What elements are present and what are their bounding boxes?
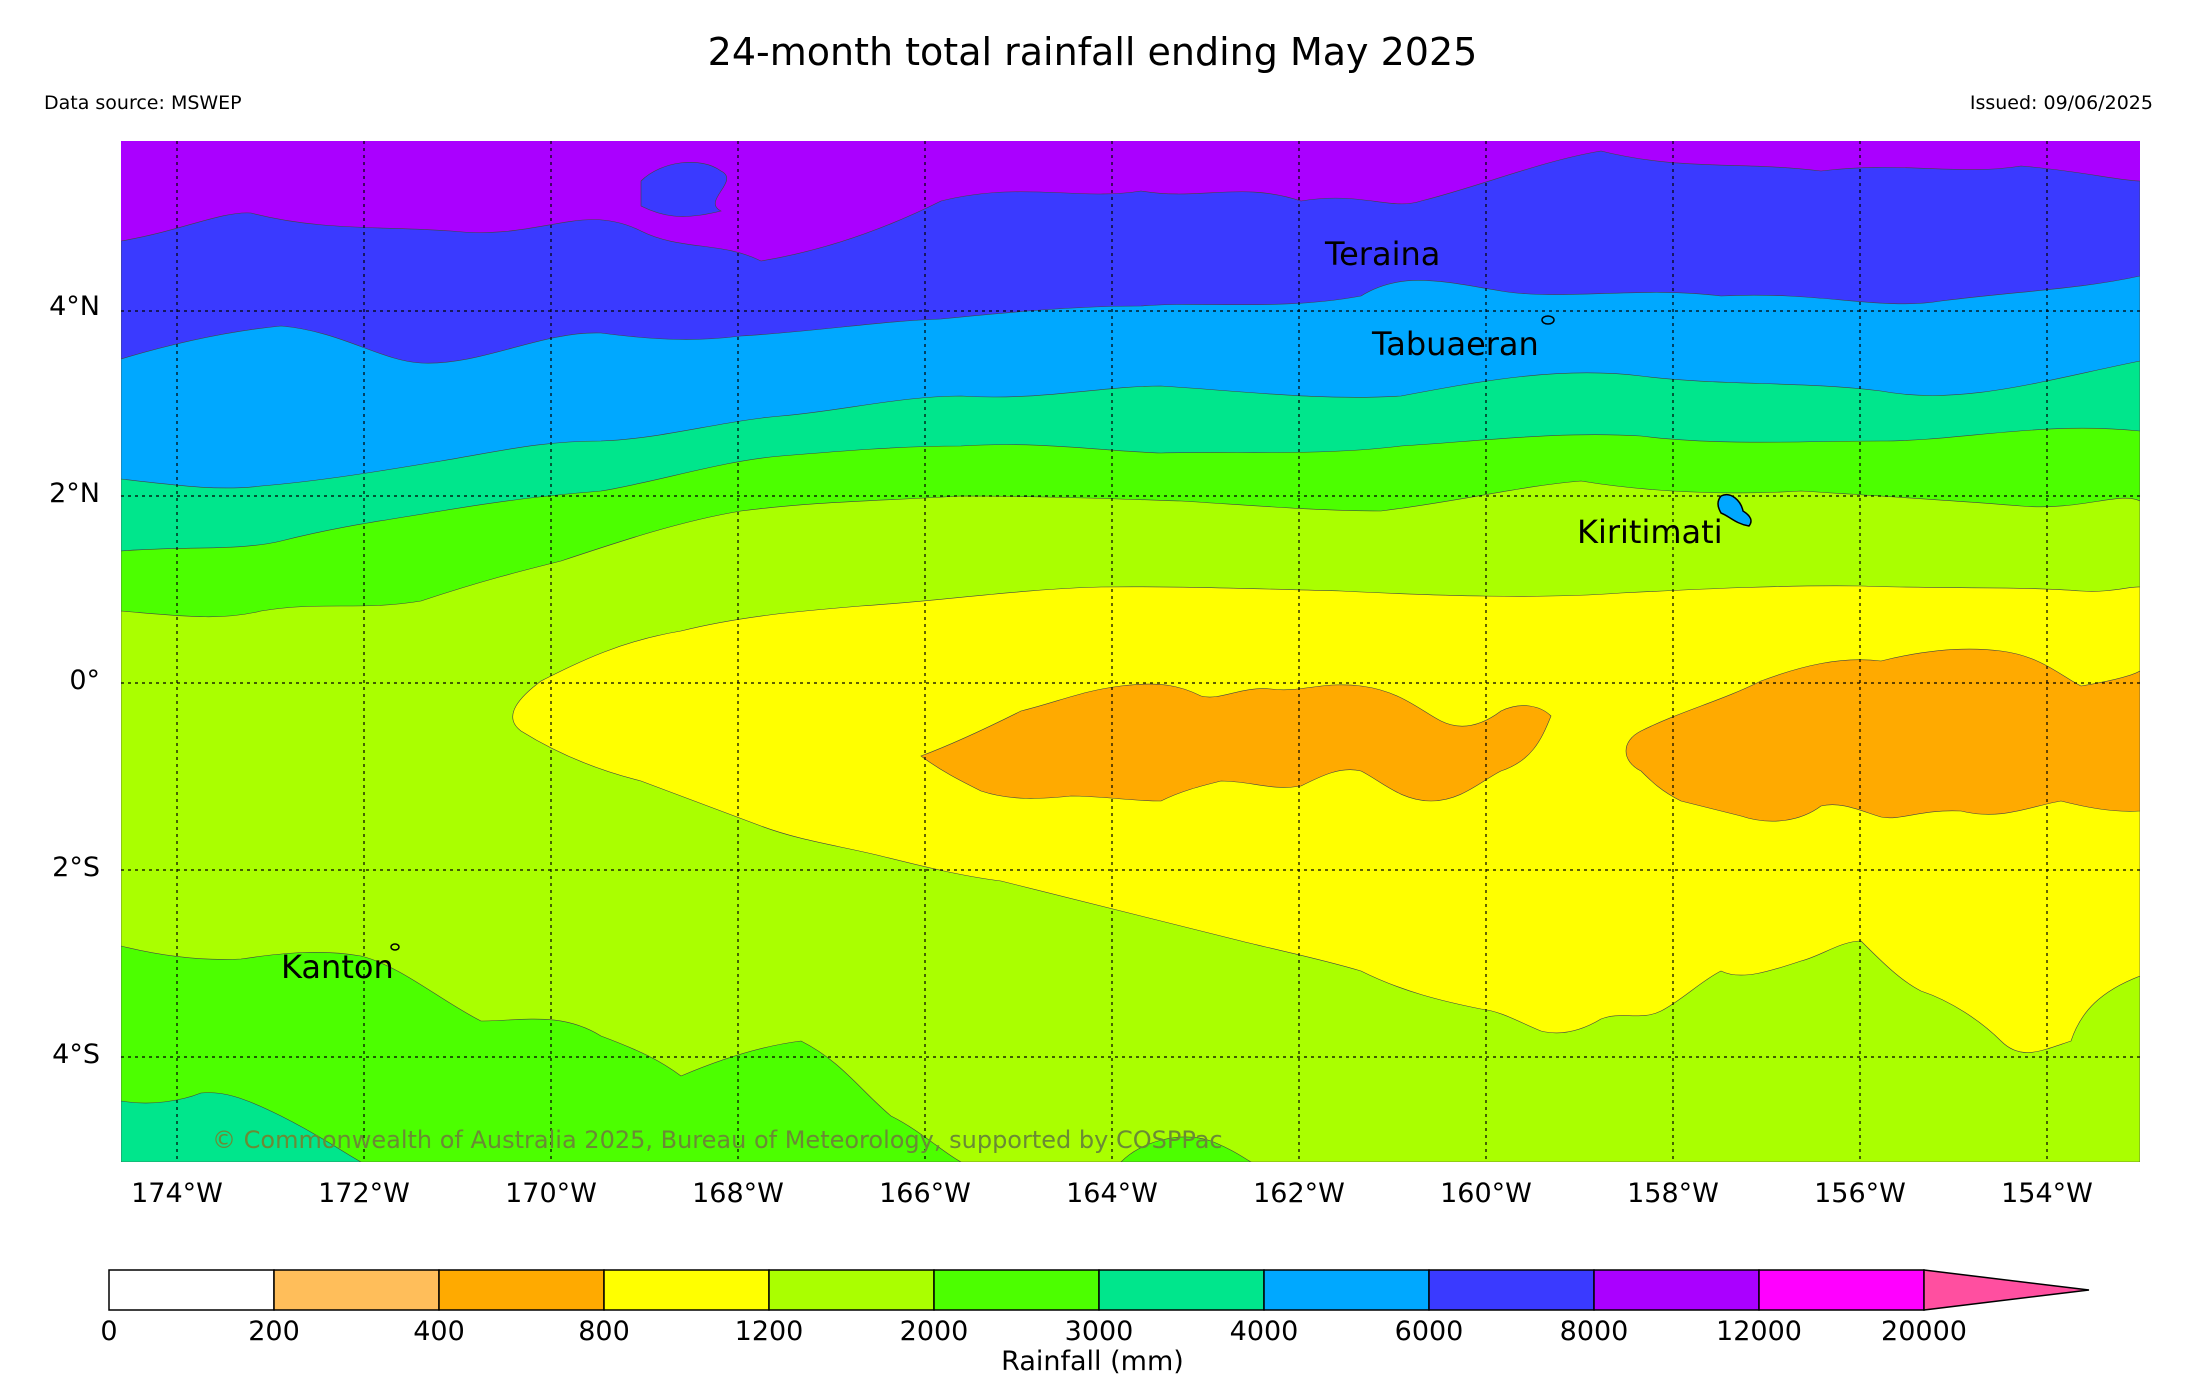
lon-label-168w: 168°W xyxy=(692,1178,784,1209)
lon-label-154w: 154°W xyxy=(2001,1178,2093,1209)
place-label-tabuaeran: Tabuaeran xyxy=(1372,325,1539,363)
lat-label-0: 0° xyxy=(69,665,100,696)
gridlines xyxy=(121,141,2140,1162)
place-label-teraina: Teraina xyxy=(1325,235,1441,273)
lon-label-172w: 172°W xyxy=(318,1178,410,1209)
kiritimati-island-shape xyxy=(1717,494,1752,527)
green-patch-south xyxy=(1120,1136,1252,1162)
colorbar-tick-label: 3000 xyxy=(1064,1316,1134,1347)
colorbar-cell xyxy=(933,1269,1100,1311)
rainfall-map xyxy=(121,141,2140,1162)
colorbar-tick-label: 8000 xyxy=(1559,1316,1629,1347)
colorbar-tick-label: 400 xyxy=(413,1316,465,1347)
map-title: 24-month total rainfall ending May 2025 xyxy=(707,30,1478,74)
band-400-800-a xyxy=(920,683,1552,802)
colorbar-tick-label: 200 xyxy=(248,1316,300,1347)
lat-label-2s: 2°S xyxy=(52,852,100,883)
colorbar-tick-label: 0 xyxy=(100,1316,118,1347)
lon-label-156w: 156°W xyxy=(1814,1178,1906,1209)
lon-label-160w: 160°W xyxy=(1440,1178,1532,1209)
lon-label-170w: 170°W xyxy=(505,1178,597,1209)
colorbar-cell xyxy=(1758,1269,1925,1311)
lat-label-2n: 2°N xyxy=(49,478,100,509)
colorbar-cell xyxy=(768,1269,935,1311)
colorbar-cell xyxy=(1593,1269,1760,1311)
place-label-kiritimati: Kiritimati xyxy=(1577,513,1723,551)
lon-label-164w: 164°W xyxy=(1066,1178,1158,1209)
colorbar-cell xyxy=(1098,1269,1265,1311)
colorbar-tick-label: 2000 xyxy=(899,1316,969,1347)
lon-label-162w: 162°W xyxy=(1253,1178,1345,1209)
colorbar xyxy=(108,1269,2090,1311)
colorbar-tick-label: 6000 xyxy=(1394,1316,1464,1347)
colorbar-extend-arrow xyxy=(1923,1269,2090,1311)
band-400-800-b xyxy=(1625,648,2140,822)
colorbar-tick-label: 4000 xyxy=(1229,1316,1299,1347)
colorbar-title: Rainfall (mm) xyxy=(1001,1346,1184,1377)
colorbar-cell xyxy=(1428,1269,1595,1311)
colorbar-cell xyxy=(273,1269,440,1311)
issued-date: Issued: 09/06/2025 xyxy=(1969,92,2153,114)
colorbar-cell xyxy=(603,1269,770,1311)
lon-label-166w: 166°W xyxy=(879,1178,971,1209)
colorbar-tick-label: 800 xyxy=(578,1316,630,1347)
copyright-notice: © Commonwealth of Australia 2025, Bureau… xyxy=(212,1126,1223,1154)
place-label-kanton: Kanton xyxy=(281,948,394,986)
band-2000-3000-south xyxy=(121,945,962,1162)
colorbar-cell xyxy=(438,1269,605,1311)
lon-label-158w: 158°W xyxy=(1627,1178,1719,1209)
colorbar-tick-label: 1200 xyxy=(734,1316,804,1347)
band-3000-4000-south xyxy=(121,1092,362,1162)
lat-label-4s: 4°S xyxy=(52,1039,100,1070)
colorbar-tick-label: 12000 xyxy=(1716,1316,1802,1347)
lat-label-4n: 4°N xyxy=(49,291,100,322)
colorbar-tick-label: 20000 xyxy=(1881,1316,1967,1347)
lon-label-174w: 174°W xyxy=(131,1178,223,1209)
data-source: Data source: MSWEP xyxy=(44,92,242,114)
kanton-island-shape xyxy=(390,943,400,951)
colorbar-cell xyxy=(108,1269,275,1311)
tabuaeran-island-shape xyxy=(1541,315,1555,325)
colorbar-cell xyxy=(1263,1269,1430,1311)
blue-patch xyxy=(640,161,728,217)
